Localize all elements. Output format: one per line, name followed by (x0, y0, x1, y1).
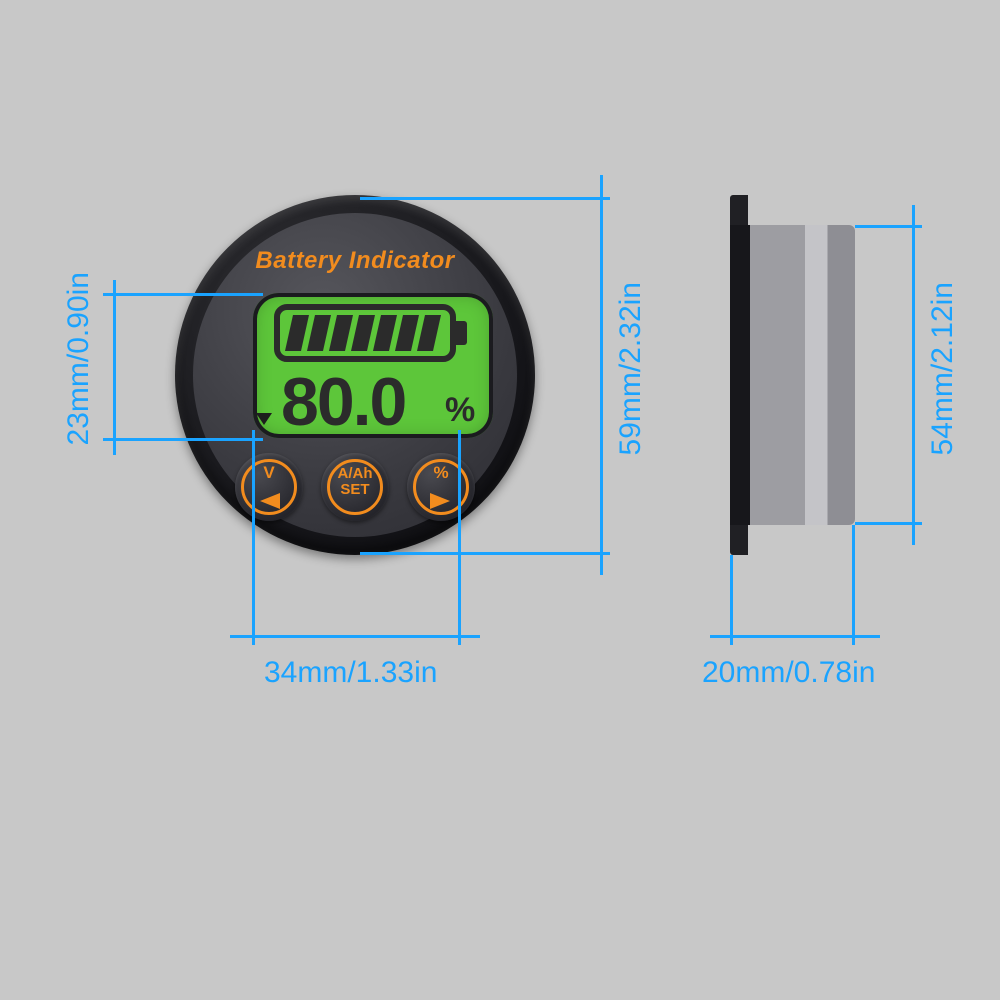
lcd-screen: 80.0 % (253, 293, 493, 438)
dim-screen-width-ext-r (458, 430, 461, 635)
button-row: V A/Ah SET % (193, 453, 517, 521)
left-arrow-icon (258, 493, 280, 509)
dim-screen-width-label: 34mm/1.33in (264, 656, 437, 690)
battery-segments (285, 315, 441, 351)
dim-body-h-label: 54mm/2.12in (926, 282, 960, 455)
dim-face-dia-ext-bot (360, 552, 600, 555)
dim-body-h-ext-bot (855, 522, 912, 525)
percent-button-label: % (407, 464, 475, 482)
dim-face-dia-label: 59mm/2.32in (614, 282, 648, 455)
dim-depth-ext-l (730, 555, 733, 635)
dim-body-h-line (912, 205, 915, 545)
side-flange-bottom (730, 525, 748, 555)
dim-body-h-ext-top (855, 225, 912, 228)
dim-screen-height-ext-bot (113, 438, 263, 441)
front-device: Battery Indicator (175, 195, 535, 555)
amp-set-button-label: A/Ah SET (321, 466, 389, 498)
lcd-readout: 80.0 (281, 364, 406, 438)
voltage-button[interactable]: V (235, 453, 303, 521)
dim-screen-height-ext-top (113, 293, 263, 296)
dim-depth-ext-r (852, 525, 855, 635)
lcd-graphics: 80.0 % (253, 293, 493, 438)
dim-face-dia-ext-top (360, 197, 600, 200)
right-arrow-icon (430, 493, 452, 509)
side-flange-top (730, 195, 748, 225)
percent-button[interactable]: % (407, 453, 475, 521)
device-face: Battery Indicator (193, 213, 517, 537)
dim-screen-width-line (230, 635, 480, 638)
dim-screen-width-ext-l (252, 430, 255, 635)
triangle-marker-icon (256, 413, 272, 425)
dim-depth-label: 20mm/0.78in (702, 656, 875, 690)
side-profile (730, 195, 855, 555)
side-rim (730, 225, 750, 525)
dim-face-dia-line (600, 175, 603, 575)
voltage-button-label: V (235, 464, 303, 482)
device-title: Battery Indicator (193, 247, 517, 275)
dim-screen-height-line (113, 280, 116, 455)
amp-set-button[interactable]: A/Ah SET (321, 453, 389, 521)
dim-screen-height-label: 23mm/0.90in (62, 272, 96, 445)
lcd-unit: % (445, 391, 475, 429)
